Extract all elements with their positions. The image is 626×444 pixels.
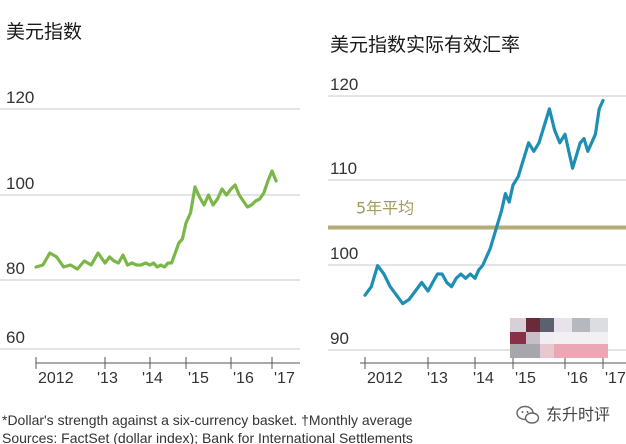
right-y-tick-label: 100 [330,244,358,263]
left-series-group [34,169,278,271]
right-chart-title: 美元指数实际有效汇率 [330,34,520,56]
left-chart-title: 美元指数 [6,21,82,43]
right-x-tick-label: '14 [473,370,494,387]
right-x-tick-label: '13 [427,370,448,387]
right-x-axis: 2012 '13 '14 '15 '16 '17 [360,357,626,387]
right-x-tick-label: 2012 [367,370,403,387]
right-series-group [363,98,605,306]
real-effective-exchange-rate-chart: 美元指数实际有效汇率 120 110 100 90 5年平均 2012 '13 '14 '1… [328,34,626,387]
five-year-average-label: 5年平均 [356,198,414,217]
right-y-tick-label: 110 [330,159,357,178]
left-x-tick-label: 2012 [38,370,74,387]
right-x-tick-label: '15 [515,370,536,387]
dollar-index-chart: 美元指数 120 100 80 60 2012 '13 '14 '15 '16 '17 [0,21,300,387]
left-x-tick-label: '13 [97,370,118,387]
account-watermark: 东升时评 [516,405,610,424]
watermark-text: 东升时评 [546,405,610,424]
right-x-tick-label: '16 [567,370,588,387]
right-x-tick-label: '17 [605,370,626,387]
five-year-average-line-group: 5年平均 [328,198,626,230]
left-x-tick-label: '16 [233,370,254,387]
left-y-tick-labels: 120 100 80 60 [6,88,34,347]
right-y-tick-label: 90 [330,329,349,348]
left-series-line [34,169,278,271]
left-y-tick-label: 120 [6,88,34,107]
right-gridlines [328,95,626,351]
left-x-tick-label: '15 [188,370,209,387]
footnote-line-1: *Dollar's strength against a six-currenc… [2,412,413,428]
left-gridlines [0,108,300,350]
left-x-axis: 2012 '13 '14 '15 '16 '17 [35,357,300,387]
footnote-line-2: Sources: FactSet (dollar index); Bank fo… [2,430,413,444]
left-x-tick-label: '14 [142,370,163,387]
right-y-tick-label: 120 [330,75,358,94]
left-y-tick-label: 100 [6,174,34,193]
left-y-tick-label: 60 [6,328,25,347]
wechat-icon [516,405,540,424]
left-x-tick-label: '17 [274,370,295,387]
right-y-tick-labels: 120 110 100 90 [330,75,358,348]
blurred-watermark-patch [510,318,608,358]
left-y-tick-label: 80 [6,259,25,278]
